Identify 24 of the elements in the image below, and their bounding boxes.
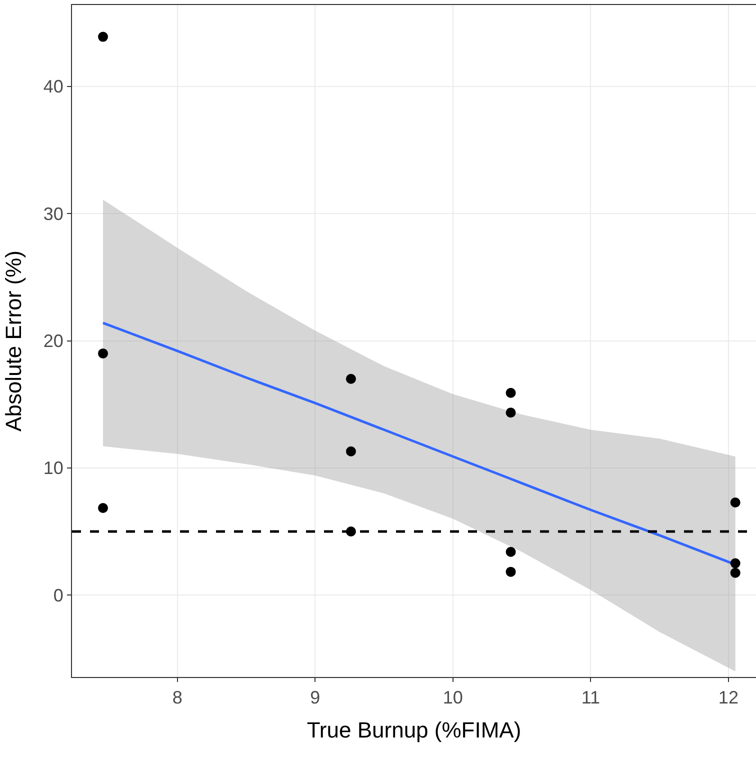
y-tick-label: 30 xyxy=(43,204,64,224)
x-tick-label: 12 xyxy=(718,688,738,708)
x-tick-label: 11 xyxy=(581,688,600,708)
point xyxy=(506,408,516,418)
y-tick-label: 10 xyxy=(43,458,64,478)
point xyxy=(506,566,516,577)
point xyxy=(98,502,108,513)
x-tick-label: 10 xyxy=(442,688,463,708)
y-tick-label: 0 xyxy=(53,585,64,606)
y-tick-label: 20 xyxy=(43,331,64,352)
point xyxy=(98,348,108,358)
point xyxy=(346,374,356,384)
point xyxy=(730,558,740,568)
point xyxy=(730,498,740,508)
x-tick-label: 9 xyxy=(310,688,320,708)
x-tick-label: 8 xyxy=(172,688,182,708)
point xyxy=(506,388,516,398)
point xyxy=(98,32,108,42)
x-axis-title: True Burnup (%FIMA) xyxy=(306,718,522,742)
y-axis-title: Absolute Error (%) xyxy=(1,250,26,432)
y-tick-label: 40 xyxy=(43,76,64,97)
point xyxy=(346,446,356,456)
point xyxy=(506,546,516,557)
point xyxy=(730,568,740,578)
